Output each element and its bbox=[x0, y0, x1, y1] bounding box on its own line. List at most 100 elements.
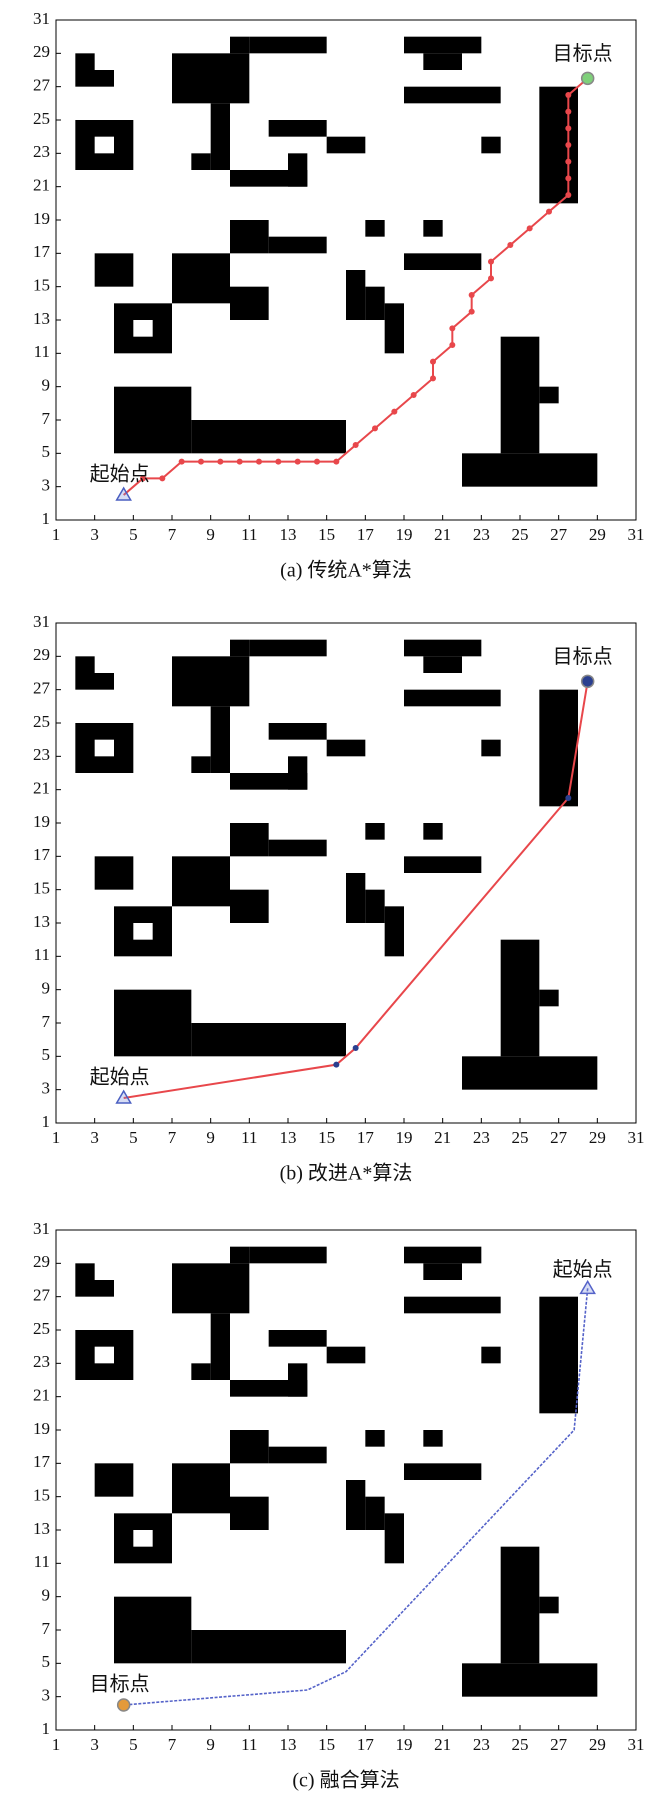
obstacle bbox=[268, 1446, 327, 1464]
path-node bbox=[198, 458, 204, 465]
obstacle bbox=[404, 36, 482, 54]
y-tick-label: 1 bbox=[42, 1719, 51, 1738]
y-tick-label: 19 bbox=[33, 209, 50, 228]
y-tick-label: 31 bbox=[33, 612, 50, 631]
y-tick-label: 15 bbox=[33, 276, 50, 295]
obstacle bbox=[268, 236, 327, 254]
x-tick-label: 11 bbox=[241, 1735, 257, 1754]
x-tick-label: 21 bbox=[434, 1128, 451, 1147]
obstacle bbox=[462, 1663, 598, 1697]
path-node bbox=[449, 325, 456, 332]
x-tick-label: 7 bbox=[168, 525, 177, 544]
obstacle bbox=[268, 1330, 327, 1347]
y-tick-label: 27 bbox=[33, 1286, 51, 1305]
x-tick-label: 17 bbox=[357, 1735, 375, 1754]
start-label: 起始点 bbox=[90, 1065, 150, 1089]
obstacle bbox=[404, 1463, 482, 1480]
x-tick-label: 25 bbox=[512, 1735, 529, 1754]
x-tick-label: 31 bbox=[628, 1128, 645, 1147]
path-node bbox=[140, 475, 146, 482]
y-tick-label: 3 bbox=[42, 476, 51, 495]
path-node bbox=[410, 392, 417, 398]
x-tick-label: 31 bbox=[628, 1735, 645, 1754]
obstacle bbox=[481, 739, 501, 757]
obstacle bbox=[462, 1056, 598, 1090]
path-node bbox=[391, 408, 398, 415]
obstacle bbox=[230, 823, 269, 857]
obstacle bbox=[75, 53, 95, 70]
obstacle bbox=[191, 1023, 346, 1057]
free-cell bbox=[94, 739, 114, 757]
y-tick-label: 9 bbox=[42, 376, 51, 395]
obstacle bbox=[172, 656, 250, 707]
end-marker bbox=[116, 1698, 131, 1712]
path-node bbox=[372, 425, 378, 432]
path-node bbox=[546, 208, 552, 215]
obstacle bbox=[94, 253, 134, 287]
y-tick-label: 29 bbox=[33, 1252, 50, 1271]
y-tick-label: 1 bbox=[42, 509, 51, 528]
x-tick-label: 25 bbox=[512, 1128, 529, 1147]
x-tick-label: 11 bbox=[241, 525, 257, 544]
obstacle bbox=[75, 656, 95, 673]
path-node bbox=[352, 442, 359, 448]
x-tick-label: 29 bbox=[589, 1735, 606, 1754]
y-tick-label: 25 bbox=[33, 712, 50, 731]
y-tick-label: 1 bbox=[42, 1112, 51, 1131]
obstacle bbox=[172, 856, 230, 907]
obstacle bbox=[210, 706, 230, 773]
path-node bbox=[178, 458, 185, 465]
obstacle bbox=[423, 220, 443, 237]
x-tick-label: 7 bbox=[168, 1128, 177, 1147]
y-tick-label: 17 bbox=[33, 1452, 51, 1471]
x-tick-label: 19 bbox=[396, 525, 413, 544]
obstacle bbox=[230, 639, 250, 657]
obstacle bbox=[539, 989, 559, 1007]
path-node bbox=[294, 458, 301, 465]
x-tick-label: 5 bbox=[129, 525, 138, 544]
obstacle bbox=[423, 1263, 462, 1280]
x-tick-label: 17 bbox=[357, 1128, 375, 1147]
y-tick-label: 25 bbox=[33, 1319, 50, 1338]
path-line bbox=[123, 1288, 589, 1706]
obstacle bbox=[404, 856, 482, 873]
obstacle bbox=[326, 136, 366, 154]
obstacle bbox=[210, 103, 230, 170]
y-tick-label: 11 bbox=[34, 342, 50, 361]
obstacle bbox=[191, 756, 211, 773]
y-tick-label: 21 bbox=[33, 1386, 50, 1405]
y-tick-label: 23 bbox=[33, 745, 50, 764]
y-tick-label: 21 bbox=[33, 176, 50, 195]
x-tick-label: 23 bbox=[473, 525, 490, 544]
x-tick-label: 19 bbox=[396, 1128, 413, 1147]
obstacle bbox=[210, 1313, 230, 1380]
path-node bbox=[565, 142, 572, 148]
obstacle bbox=[384, 1513, 404, 1564]
obstacle bbox=[423, 1430, 443, 1447]
obstacle bbox=[75, 70, 114, 87]
obstacle bbox=[404, 253, 482, 270]
y-tick-label: 7 bbox=[42, 1619, 51, 1638]
end-label: 目标点 bbox=[553, 41, 613, 65]
start-label: 起始点 bbox=[90, 462, 150, 486]
path-node bbox=[488, 258, 494, 265]
x-tick-label: 15 bbox=[318, 525, 335, 544]
path-node bbox=[565, 125, 572, 132]
obstacle bbox=[94, 1463, 134, 1497]
obstacle bbox=[404, 689, 501, 707]
y-tick-label: 27 bbox=[33, 76, 51, 95]
caption: (c) 融合算法 bbox=[292, 1769, 399, 1792]
caption: (b) 改进A*算法 bbox=[280, 1162, 413, 1185]
obstacle bbox=[249, 1246, 327, 1264]
path-node bbox=[159, 475, 166, 482]
obstacle bbox=[230, 889, 269, 923]
y-tick-label: 17 bbox=[33, 845, 51, 864]
x-tick-label: 11 bbox=[241, 1128, 257, 1147]
obstacle bbox=[346, 270, 366, 320]
path-node bbox=[565, 795, 572, 801]
path-node bbox=[526, 225, 533, 232]
y-tick-label: 19 bbox=[33, 1419, 50, 1438]
path-node bbox=[333, 1061, 340, 1068]
obstacle bbox=[75, 1263, 95, 1280]
